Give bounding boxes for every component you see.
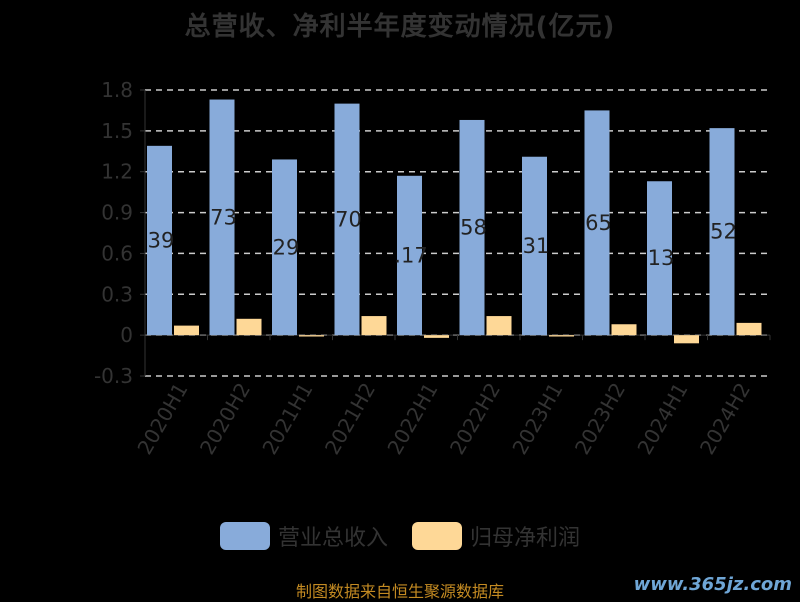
data-label-revenue: 65 — [585, 211, 612, 235]
bar-revenue — [147, 145, 172, 336]
bar-revenue — [397, 175, 422, 336]
y-tick-label: -0.3 — [94, 364, 133, 388]
x-tick-label: 2020H1 — [132, 379, 192, 459]
x-tick-label: 2023H1 — [507, 379, 567, 459]
bar-revenue — [459, 119, 485, 336]
x-tick-label: 2023H2 — [570, 379, 630, 459]
data-label-revenue: 70 — [335, 207, 362, 231]
y-tick-label: 1.2 — [101, 160, 133, 184]
bar-revenue — [522, 156, 547, 336]
legend-item-profit[interactable]: 归母净利润 — [412, 520, 580, 552]
bar-revenue — [584, 110, 610, 336]
data-label-revenue: 58 — [460, 216, 487, 240]
x-tick-label: 2022H1 — [382, 379, 442, 459]
bar-profit — [611, 324, 637, 336]
y-tick-label: 1.8 — [101, 78, 133, 102]
data-source-note: 制图数据来自恒生聚源数据库 — [295, 582, 504, 601]
bar-profit — [299, 335, 324, 337]
legend-label-revenue: 营业总收入 — [277, 526, 388, 551]
x-tick-label: 2020H2 — [195, 379, 255, 459]
data-label-revenue: 31 — [523, 234, 550, 258]
x-tick-label: 2024H2 — [695, 379, 755, 459]
x-tick-label: 2022H2 — [445, 379, 505, 459]
bar-profit — [674, 335, 699, 344]
chart-title: 总营收、净利半年度变动情况(亿元) — [184, 12, 616, 42]
y-tick-label: 0.6 — [101, 241, 133, 265]
bar-profit — [236, 318, 262, 336]
bar-profit — [361, 316, 387, 336]
data-label-revenue: 29 — [273, 235, 300, 259]
bar-profit — [736, 322, 762, 336]
data-label-revenue: .17 — [394, 243, 427, 267]
data-label-revenue: 39 — [148, 228, 175, 252]
y-tick-label: 0 — [120, 323, 133, 347]
bar-profit — [174, 325, 199, 336]
bar-profit — [424, 335, 449, 338]
data-label-revenue: 52 — [710, 220, 737, 244]
bar-revenue — [709, 128, 735, 336]
bar-profit — [549, 335, 574, 337]
legend-item-revenue[interactable]: 营业总收入 — [219, 520, 388, 552]
y-tick-label: 1.5 — [101, 119, 133, 143]
bar-revenue — [209, 99, 235, 336]
bar-revenue — [334, 103, 360, 336]
bar-revenue — [272, 159, 297, 336]
bar-revenue — [647, 181, 672, 336]
x-tick-label: 2024H1 — [632, 379, 692, 459]
bar-profit — [486, 316, 512, 336]
legend: 营业总收入 归母净利润 — [0, 520, 800, 552]
y-tick-label: 0.3 — [101, 282, 133, 306]
x-tick-label: 2021H2 — [320, 379, 380, 459]
x-tick-label: 2021H1 — [257, 379, 317, 459]
y-tick-label: 0.9 — [101, 201, 133, 225]
legend-swatch-profit — [412, 522, 462, 550]
data-label-revenue: 13 — [648, 246, 675, 270]
watermark: www.365jz.com — [633, 574, 792, 595]
legend-label-profit: 归母净利润 — [470, 526, 581, 551]
legend-swatch-revenue — [219, 522, 270, 550]
data-label-revenue: 73 — [210, 205, 237, 229]
